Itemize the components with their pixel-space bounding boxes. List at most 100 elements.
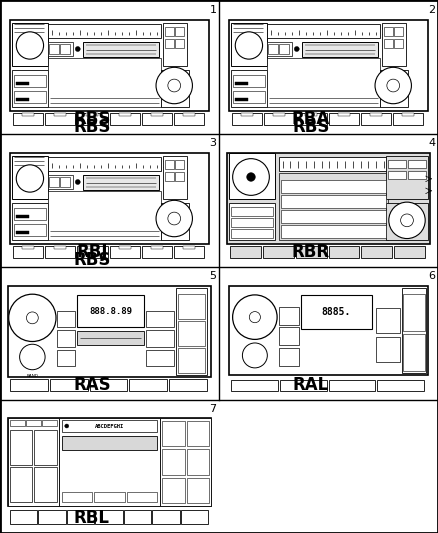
Text: RBS: RBS	[292, 118, 330, 136]
Bar	[388, 160, 406, 168]
Circle shape	[156, 200, 192, 237]
Bar	[377, 380, 424, 391]
Bar	[42, 420, 57, 426]
Bar	[110, 246, 140, 258]
Bar	[175, 160, 184, 169]
Bar	[386, 203, 428, 240]
Bar	[163, 156, 187, 199]
Bar	[162, 449, 185, 475]
Text: 3: 3	[209, 138, 216, 148]
Bar	[129, 379, 167, 391]
Bar	[338, 113, 350, 116]
Circle shape	[235, 32, 262, 59]
Text: 6: 6	[428, 271, 435, 281]
Bar	[402, 113, 414, 116]
Bar	[279, 157, 388, 171]
Bar	[175, 172, 184, 181]
Bar	[10, 153, 209, 244]
Bar	[279, 348, 299, 366]
Bar	[110, 113, 140, 125]
Bar	[162, 478, 185, 503]
Bar	[59, 418, 160, 506]
Bar	[229, 20, 428, 111]
Bar	[187, 478, 209, 503]
Text: 5: 5	[209, 271, 216, 281]
Bar	[235, 98, 248, 101]
Bar	[124, 510, 151, 524]
Bar	[179, 348, 205, 373]
Bar	[8, 286, 211, 377]
Bar	[264, 113, 294, 125]
Circle shape	[65, 424, 69, 428]
Bar	[10, 430, 32, 465]
Bar	[48, 175, 73, 189]
Bar	[235, 82, 248, 85]
Bar	[388, 171, 406, 179]
Circle shape	[16, 32, 43, 59]
Bar	[67, 510, 94, 524]
Bar	[394, 27, 403, 36]
Bar	[177, 288, 207, 375]
Bar	[78, 246, 107, 258]
Bar	[90, 379, 127, 391]
Bar	[86, 246, 99, 249]
Text: RBS: RBS	[73, 251, 111, 269]
Bar	[268, 44, 278, 54]
Bar	[83, 42, 159, 57]
Bar	[39, 510, 66, 524]
Text: RBL: RBL	[74, 509, 110, 527]
Bar	[403, 294, 425, 331]
Bar	[62, 436, 157, 450]
Bar	[86, 113, 99, 116]
Circle shape	[387, 79, 399, 92]
Bar	[14, 91, 46, 103]
Bar	[13, 113, 43, 125]
Bar	[10, 20, 209, 111]
Bar	[393, 113, 423, 125]
Bar	[12, 156, 48, 199]
Text: RAL: RAL	[293, 376, 329, 394]
Bar	[54, 113, 66, 116]
Bar	[16, 82, 29, 85]
Bar	[62, 492, 92, 502]
Bar	[163, 23, 187, 66]
Bar	[231, 70, 267, 107]
Bar	[165, 39, 174, 48]
Text: 888.8.89: 888.8.89	[89, 306, 132, 316]
Bar	[78, 113, 107, 125]
Bar	[94, 492, 125, 502]
Bar	[13, 246, 43, 258]
Bar	[227, 153, 430, 244]
Bar	[386, 156, 428, 199]
Circle shape	[75, 46, 80, 52]
Bar	[174, 113, 204, 125]
Circle shape	[16, 165, 43, 192]
Circle shape	[156, 67, 192, 104]
Circle shape	[75, 180, 80, 184]
Bar	[48, 58, 161, 107]
Bar	[305, 113, 318, 116]
Bar	[233, 75, 265, 87]
Circle shape	[401, 214, 413, 227]
Circle shape	[20, 344, 45, 370]
Bar	[16, 215, 29, 218]
Text: 8885.: 8885.	[322, 307, 351, 317]
Bar	[12, 23, 48, 66]
Text: 2: 2	[428, 5, 435, 15]
Bar	[179, 294, 205, 319]
Bar	[60, 177, 70, 187]
Bar	[302, 42, 378, 57]
Bar	[241, 113, 253, 116]
Bar	[361, 246, 392, 258]
Bar	[62, 420, 157, 432]
Bar	[179, 321, 205, 346]
Bar	[48, 24, 161, 38]
Bar	[57, 350, 75, 366]
Circle shape	[233, 159, 269, 196]
Bar	[183, 246, 195, 249]
Text: BAND: BAND	[26, 374, 38, 378]
Circle shape	[294, 46, 299, 52]
Bar	[16, 231, 29, 234]
Circle shape	[375, 67, 411, 104]
Circle shape	[26, 312, 38, 324]
